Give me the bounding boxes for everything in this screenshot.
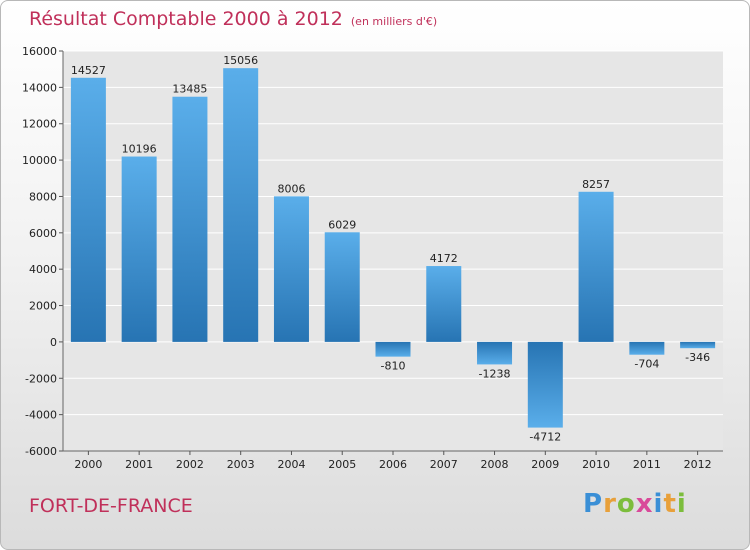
chart-subtitle: (en milliers d'€) bbox=[350, 15, 438, 28]
proxiti-logo: Proxiti bbox=[583, 489, 687, 519]
value-label-2012: -346 bbox=[685, 351, 710, 364]
logo-letter: o bbox=[616, 489, 636, 519]
x-tick-label: 2010 bbox=[582, 458, 610, 471]
bar-2001 bbox=[121, 156, 157, 342]
x-tick-label: 2007 bbox=[430, 458, 458, 471]
city-name: FORT-DE-FRANCE bbox=[29, 495, 193, 517]
x-tick-label: 2002 bbox=[176, 458, 204, 471]
value-label-2004: 8006 bbox=[277, 182, 305, 195]
logo-letter: x bbox=[635, 489, 654, 519]
logo-letter: r bbox=[603, 489, 617, 519]
bar-2002 bbox=[172, 96, 208, 342]
x-tick-label: 2008 bbox=[481, 458, 509, 471]
bar-2008 bbox=[477, 341, 513, 365]
bar-2003 bbox=[223, 68, 259, 342]
bar-2007 bbox=[426, 266, 462, 342]
x-tick-label: 2011 bbox=[633, 458, 661, 471]
logo-letter: t bbox=[663, 489, 677, 519]
y-tick-label: 12000 bbox=[22, 118, 57, 131]
value-label-2009: -4712 bbox=[529, 431, 561, 444]
x-tick-label: 2006 bbox=[379, 458, 407, 471]
value-label-2003: 15056 bbox=[223, 54, 258, 67]
y-tick-label: 14000 bbox=[22, 81, 57, 94]
bar-2010 bbox=[578, 191, 614, 342]
y-tick-label: -4000 bbox=[25, 409, 57, 422]
x-tick-label: 2012 bbox=[684, 458, 712, 471]
value-label-2000: 14527 bbox=[71, 64, 106, 77]
bar-2009 bbox=[527, 341, 563, 428]
value-label-2001: 10196 bbox=[122, 143, 157, 156]
y-tick-label: 4000 bbox=[29, 263, 57, 276]
bar-2005 bbox=[324, 232, 360, 342]
plot-area bbox=[63, 51, 723, 451]
value-label-2006: -810 bbox=[381, 360, 406, 373]
y-tick-label: -2000 bbox=[25, 372, 57, 385]
y-tick-label: 6000 bbox=[29, 227, 57, 240]
x-tick-label: 2001 bbox=[125, 458, 153, 471]
y-axis-ticks: -6000 -4000 -2000 0 2000 4000 6000 8000 10000 120… bbox=[22, 45, 723, 458]
x-axis-ticks: 2000 2001 2002 2003 2004 2005 2006 2007 2008 2009… bbox=[74, 451, 712, 471]
value-label-2007: 4172 bbox=[430, 252, 458, 265]
y-tick-label: 10000 bbox=[22, 154, 57, 167]
y-tick-label: -6000 bbox=[25, 445, 57, 458]
x-tick-label: 2000 bbox=[74, 458, 102, 471]
y-tick-label: 16000 bbox=[22, 45, 57, 58]
bar-2011 bbox=[629, 341, 665, 355]
bar-2000 bbox=[70, 77, 106, 342]
bar-2004 bbox=[273, 196, 309, 342]
y-tick-label: 0 bbox=[50, 336, 57, 349]
data-labels: 14527 10196 13485 15056 8006 6029 -810 4172 -123… bbox=[71, 54, 710, 443]
logo-letter: i bbox=[653, 489, 664, 519]
x-tick-label: 2004 bbox=[277, 458, 305, 471]
value-label-2011: -704 bbox=[634, 358, 659, 371]
value-label-2010: 8257 bbox=[582, 178, 610, 191]
y-tick-label: 8000 bbox=[29, 190, 57, 203]
x-tick-label: 2003 bbox=[227, 458, 255, 471]
value-label-2005: 6029 bbox=[328, 218, 356, 231]
y-tick-label: 2000 bbox=[29, 300, 57, 313]
bar-2012 bbox=[680, 341, 716, 349]
x-tick-label: 2005 bbox=[328, 458, 356, 471]
value-label-2008: -1238 bbox=[479, 367, 511, 380]
bars bbox=[70, 68, 716, 428]
x-tick-label: 2009 bbox=[531, 458, 559, 471]
chart-title: Résultat Comptable 2000 à 2012 (en millie… bbox=[29, 8, 438, 30]
bar-2006 bbox=[375, 341, 411, 357]
value-label-2002: 13485 bbox=[172, 83, 207, 96]
logo-letter: P bbox=[583, 489, 604, 519]
logo-letter: i bbox=[676, 489, 687, 519]
